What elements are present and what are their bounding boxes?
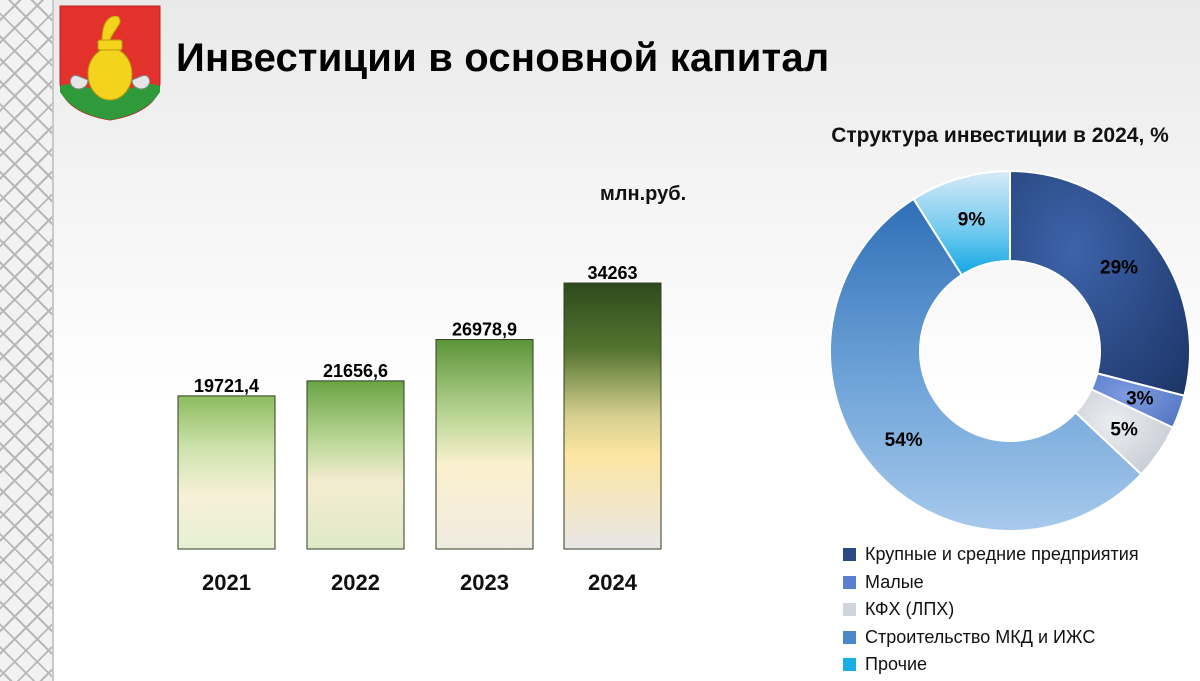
donut-slice-label: 54% <box>885 430 923 451</box>
donut-slice-label: 5% <box>1110 420 1138 441</box>
donut-slice-4 <box>829 197 1143 532</box>
bar-chart: 19721,4 2021 21656,6 2022 26978,9 2023 34263 20… <box>177 263 662 595</box>
bar-value-label: 26978,9 <box>452 320 517 340</box>
bar-chart-units-label: млн.руб. <box>600 183 687 205</box>
legend-swatch <box>843 630 856 644</box>
legend-label: Прочие <box>865 654 928 675</box>
bar-category-label: 2023 <box>460 570 509 595</box>
bar-2024 <box>563 282 662 550</box>
legend-item: Строительство МКД и ИЖС <box>843 624 1139 652</box>
legend-swatch <box>843 548 856 562</box>
bar-2021 <box>177 395 276 550</box>
donut-slice-5 <box>912 169 1011 277</box>
legend-label: КФХ (ЛПХ) <box>865 599 955 620</box>
bar-value-label: 21656,6 <box>323 361 388 381</box>
legend-label: Крупные и средние предприятия <box>865 544 1139 565</box>
coat-of-arms-emblem <box>59 5 161 121</box>
legend-swatch <box>843 603 856 617</box>
bar-value-label: 34263 <box>587 263 637 283</box>
bar-2023 <box>435 339 534 550</box>
donut-chart: 29% 3% 5% 54% 9% <box>829 169 1191 532</box>
legend-label: Малые <box>865 571 924 592</box>
pie-chart-title: Структура инвестиции в 2024, % <box>831 124 1169 147</box>
donut-slice-1 <box>1009 169 1191 397</box>
left-ornament-border <box>0 0 54 681</box>
pie-legend: Крупные и средние предприятия Малые КФХ (Л… <box>843 541 1139 679</box>
legend-label: Строительство МКД и ИЖС <box>865 626 1096 647</box>
bar-2022 <box>306 380 405 550</box>
donut-slice-label: 3% <box>1126 389 1154 410</box>
legend-swatch <box>843 658 856 672</box>
bar-category-label: 2022 <box>331 570 380 595</box>
bar-value-label: 19721,4 <box>194 376 259 396</box>
legend-item: Малые <box>843 569 1139 597</box>
legend-swatch <box>843 575 856 589</box>
donut-slice-label: 29% <box>1100 257 1138 278</box>
donut-slice-label: 9% <box>958 209 986 230</box>
bar-category-label: 2021 <box>202 570 251 595</box>
bar-category-label: 2024 <box>588 570 638 595</box>
page-title: Инвестиции в основной капитал <box>176 36 830 80</box>
legend-item: КФХ (ЛПХ) <box>843 596 1139 624</box>
legend-item: Крупные и средние предприятия <box>843 541 1139 569</box>
legend-item: Прочие <box>843 651 1139 679</box>
